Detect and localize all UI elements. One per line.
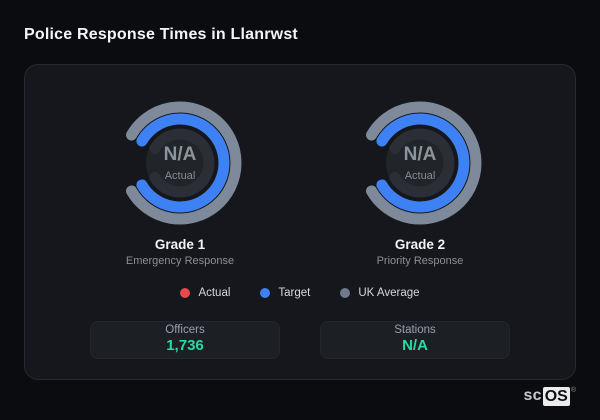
gauge-title: Grade 1	[154, 237, 206, 252]
legend-item-actual[interactable]: Actual	[180, 287, 230, 299]
registered-trademark-icon: ®	[570, 386, 576, 394]
gauge-chart-grade-2: N/A Actual	[354, 97, 486, 229]
stat-officers: Officers 1,736	[90, 321, 280, 359]
gauge-grade-2: N/A Actual Grade 2 Priority Response	[300, 97, 540, 267]
brand-prefix: sc	[523, 387, 542, 405]
gauge-subtitle: Emergency Response	[125, 255, 235, 267]
legend-dot-actual	[180, 288, 191, 298]
stat-label: Stations	[394, 324, 436, 337]
gauges-row: N/A Actual Grade 1 Emergency Response N/…	[60, 97, 540, 267]
legend-label: Actual	[198, 287, 231, 299]
stat-value: N/A	[402, 337, 428, 355]
page-title: Police Response Times in Llanrwst	[24, 26, 298, 43]
gauge-subtitle: Priority Response	[376, 255, 464, 267]
brand-suffix: OS	[542, 386, 570, 406]
gauge-grade-1: N/A Actual Grade 1 Emergency Response	[60, 97, 300, 267]
gauge-chart-grade-1: N/A Actual	[114, 97, 246, 229]
dashboard-card: N/A Actual Grade 1 Emergency Response N/…	[24, 64, 576, 380]
stat-label: Officers	[165, 324, 205, 337]
brand-logo: sc OS ®	[523, 386, 576, 406]
stats-row: Officers 1,736 Stations N/A	[90, 321, 510, 359]
legend-label: Target	[278, 287, 311, 299]
legend-dot-uk-average	[340, 288, 351, 298]
legend-item-uk-average[interactable]: UK Average	[340, 287, 420, 299]
legend-dot-target	[260, 288, 271, 298]
gauge-title: Grade 2	[394, 237, 446, 252]
legend-label: UK Average	[358, 287, 420, 299]
legend-item-target[interactable]: Target	[260, 287, 310, 299]
stat-value: 1,736	[166, 337, 204, 355]
legend: Actual Target UK Average	[180, 287, 420, 299]
stat-stations: Stations N/A	[320, 321, 510, 359]
